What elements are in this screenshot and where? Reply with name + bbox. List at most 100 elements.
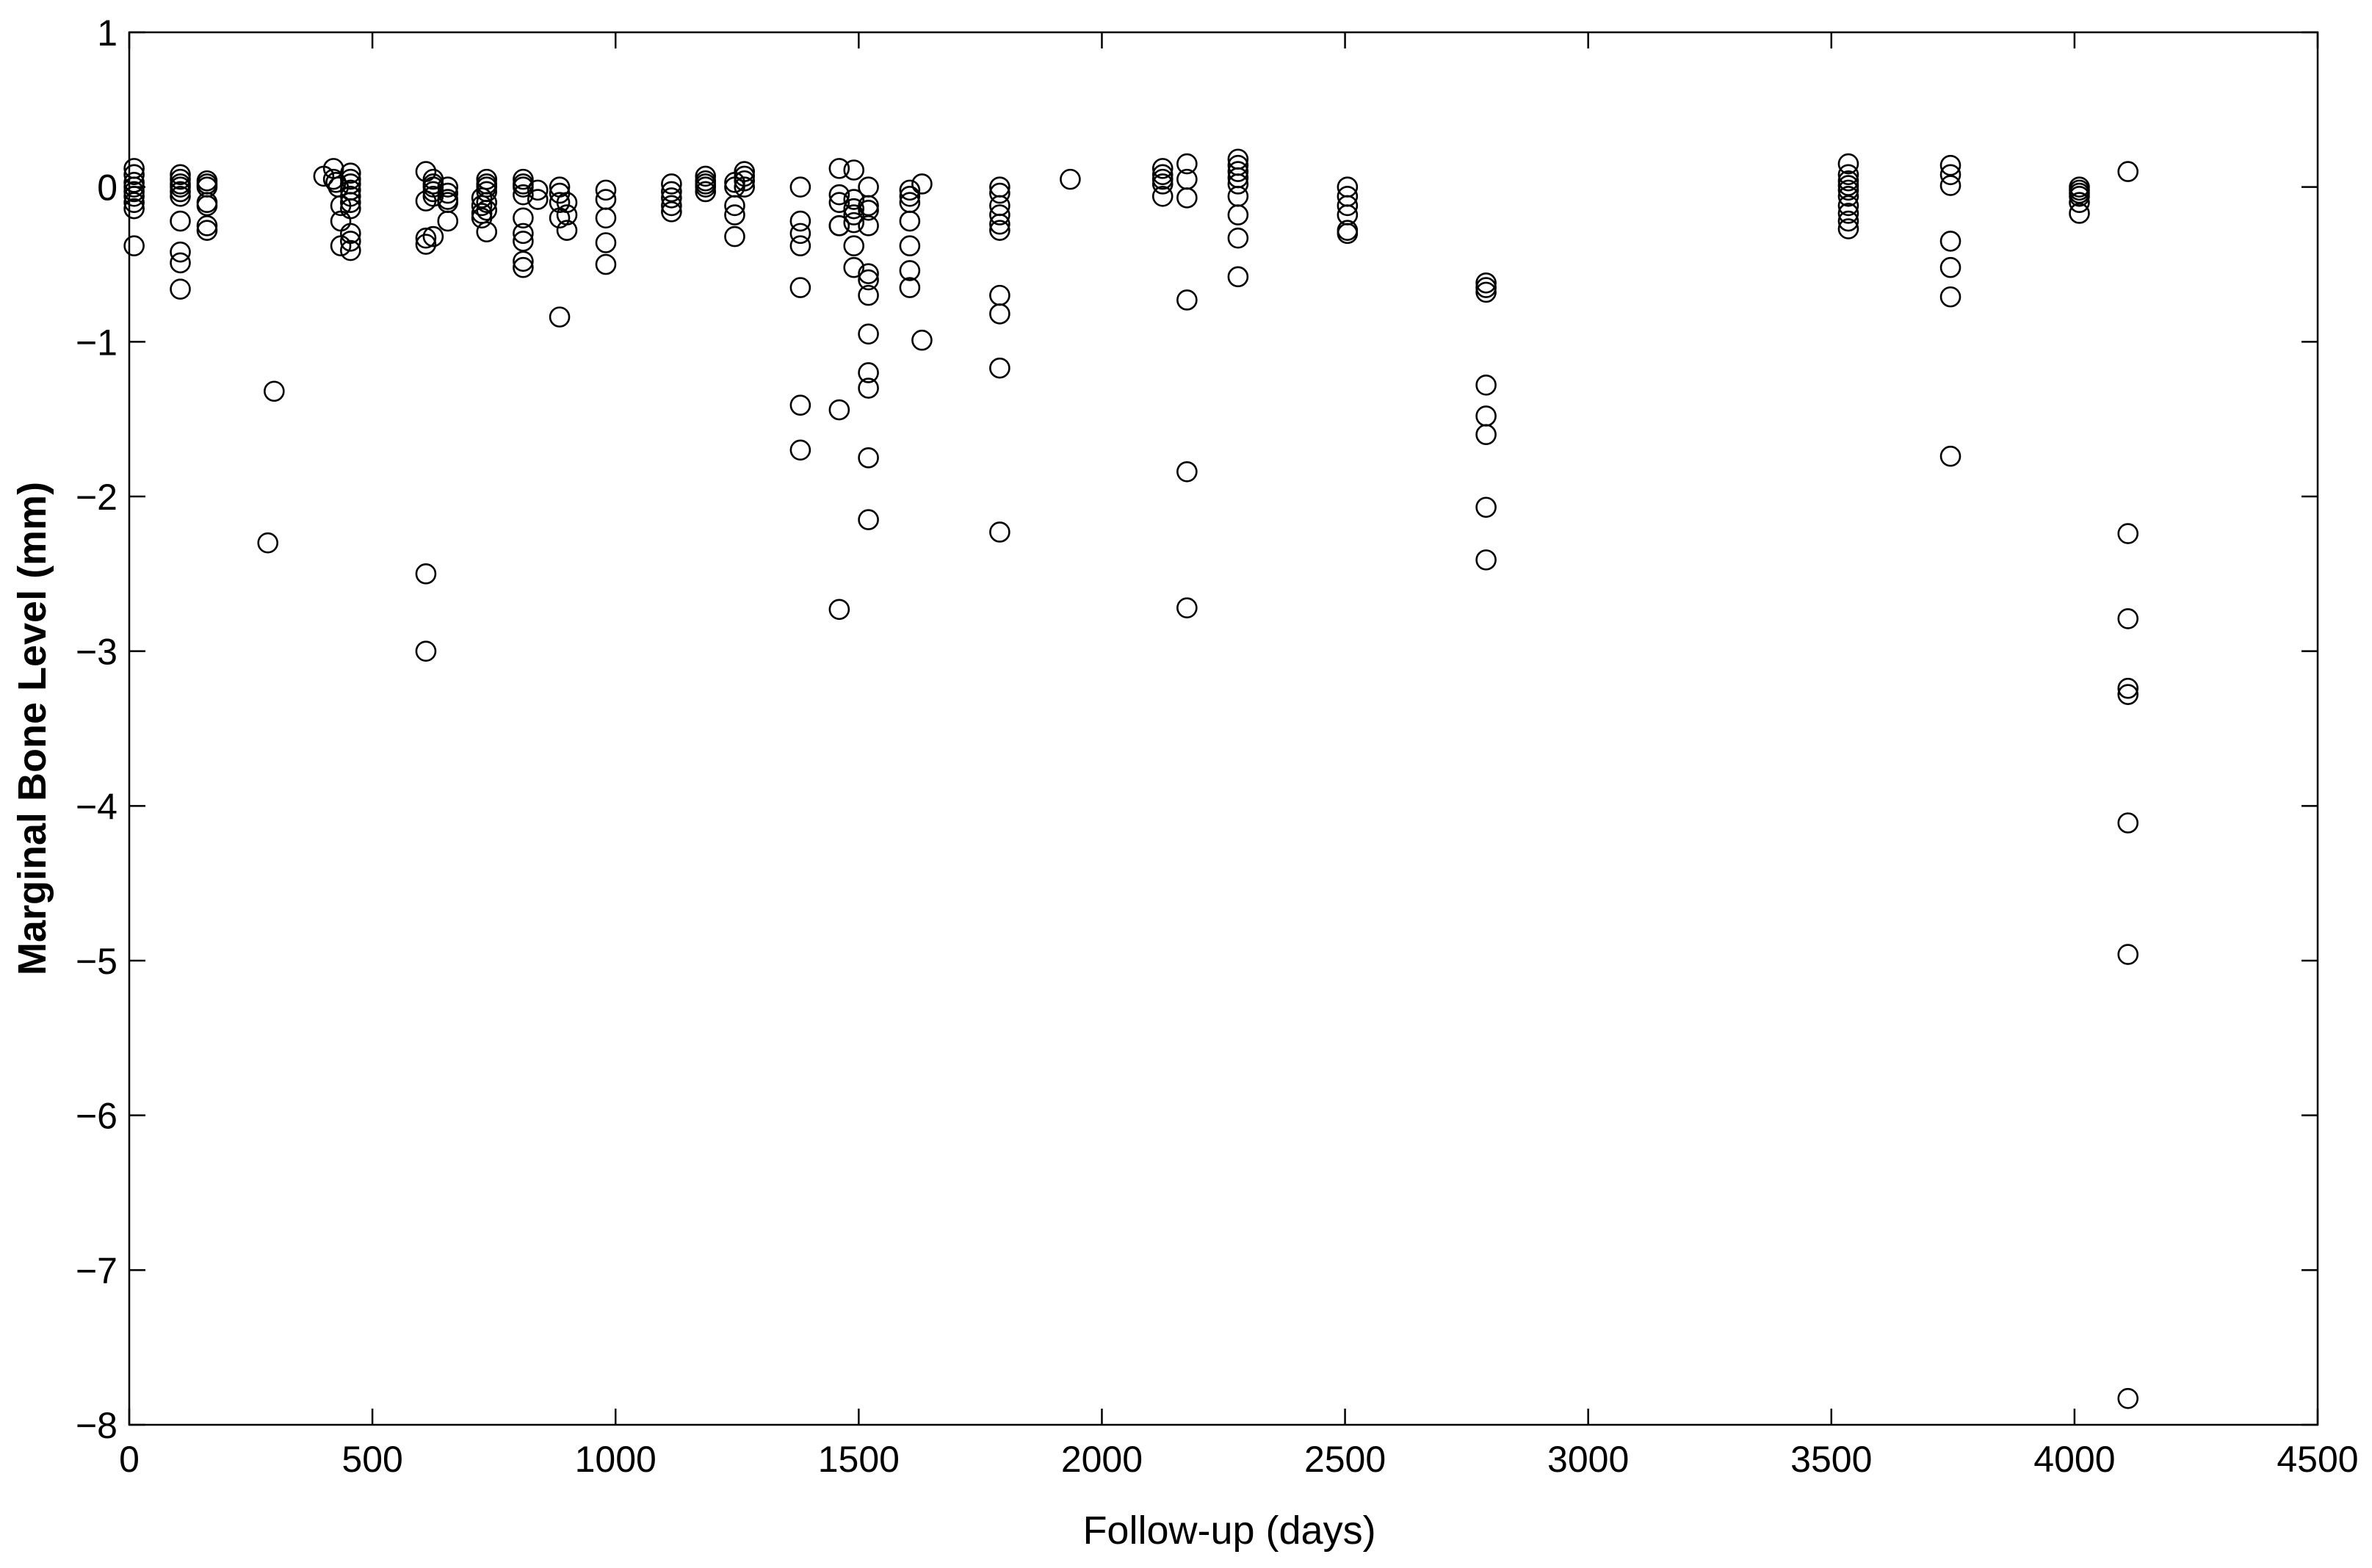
data-point xyxy=(911,329,933,351)
data-point xyxy=(595,207,617,229)
data-point xyxy=(415,563,437,585)
data-point xyxy=(1939,231,1961,252)
data-point xyxy=(1227,227,1249,249)
data-point xyxy=(989,220,1010,241)
data-point xyxy=(513,223,534,245)
data-point xyxy=(340,223,361,245)
data-point xyxy=(828,158,850,179)
data-point xyxy=(2117,608,2139,629)
data-point xyxy=(549,306,571,328)
data-point xyxy=(2117,523,2139,544)
y-tick-label: −1 xyxy=(76,322,117,363)
data-point xyxy=(1939,445,1961,467)
data-point xyxy=(858,323,879,345)
data-point xyxy=(828,399,850,421)
data-point xyxy=(1475,496,1497,519)
data-point xyxy=(989,182,1010,204)
y-tick-label: −3 xyxy=(76,632,117,673)
data-point xyxy=(661,195,682,217)
data-point xyxy=(1176,187,1198,209)
x-tick-label: 0 xyxy=(119,1439,140,1480)
data-point xyxy=(843,204,865,225)
data-points xyxy=(123,148,2139,1409)
data-point xyxy=(549,192,571,214)
data-point xyxy=(2117,1387,2139,1409)
data-point xyxy=(513,231,534,252)
data-point xyxy=(170,176,191,198)
data-point xyxy=(789,223,811,245)
data-point xyxy=(1837,179,1859,201)
data-point xyxy=(858,199,879,221)
data-point xyxy=(989,303,1010,325)
data-point xyxy=(828,215,850,236)
data-point xyxy=(899,186,921,207)
data-point xyxy=(476,176,498,198)
data-point xyxy=(724,204,745,225)
data-point xyxy=(340,198,361,220)
data-point xyxy=(556,220,578,241)
data-point xyxy=(1227,173,1249,195)
data-point xyxy=(789,235,811,257)
data-point xyxy=(1939,164,1961,186)
data-point xyxy=(724,225,745,248)
data-point xyxy=(843,212,865,234)
x-tick-label: 2000 xyxy=(1061,1439,1143,1480)
data-point xyxy=(595,179,617,201)
data-point xyxy=(1176,597,1198,618)
x-tick-label: 2500 xyxy=(1304,1439,1386,1480)
data-point xyxy=(789,439,811,461)
data-point xyxy=(123,164,145,186)
data-point xyxy=(858,284,879,306)
data-point xyxy=(170,168,191,190)
data-point xyxy=(734,170,756,192)
data-point xyxy=(123,186,145,207)
data-point xyxy=(1176,460,1198,483)
data-point xyxy=(843,235,865,257)
data-point xyxy=(1939,154,1961,176)
data-point xyxy=(595,232,617,253)
data-point xyxy=(264,380,285,402)
y-tick-label: −5 xyxy=(76,941,117,982)
data-point xyxy=(340,162,361,184)
data-point xyxy=(196,220,218,241)
data-point xyxy=(843,189,865,210)
data-point xyxy=(789,176,811,198)
axis-ticks xyxy=(128,31,2319,1426)
data-point xyxy=(340,186,361,207)
y-tick-label: −7 xyxy=(76,1250,117,1291)
data-point xyxy=(1227,266,1249,288)
y-tick-labels: 1 0 −1 −2 −3 −4 −5 −6 −7 −8 xyxy=(76,12,117,1446)
y-tick-label: −4 xyxy=(76,786,117,827)
x-tick-label: 4500 xyxy=(2277,1439,2358,1480)
data-point xyxy=(513,250,534,272)
data-point xyxy=(123,198,145,220)
data-point xyxy=(989,357,1010,379)
data-point xyxy=(899,179,921,201)
data-point xyxy=(843,159,865,181)
data-point xyxy=(2117,684,2139,705)
data-point xyxy=(1060,168,1081,190)
y-axis-title: Marginal Bone Level (mm) xyxy=(10,482,54,975)
y-tick-label: −2 xyxy=(76,477,117,518)
data-point xyxy=(1837,175,1859,196)
data-point xyxy=(437,210,459,232)
x-tick-label: 3000 xyxy=(1547,1439,1629,1480)
data-point xyxy=(123,172,145,193)
data-point xyxy=(989,284,1010,306)
data-point xyxy=(1939,175,1961,196)
data-point xyxy=(1227,204,1249,225)
data-point xyxy=(1151,186,1174,207)
data-point xyxy=(527,189,549,210)
data-point xyxy=(340,192,361,214)
data-point xyxy=(1337,223,1359,245)
data-point xyxy=(556,204,578,225)
data-point xyxy=(2117,677,2139,699)
data-point xyxy=(476,168,498,190)
data-point xyxy=(170,241,191,263)
data-point xyxy=(170,164,191,186)
x-tick-label: 3500 xyxy=(1790,1439,1872,1480)
data-point xyxy=(989,204,1010,225)
data-point xyxy=(2069,186,2090,207)
data-point xyxy=(858,509,879,530)
